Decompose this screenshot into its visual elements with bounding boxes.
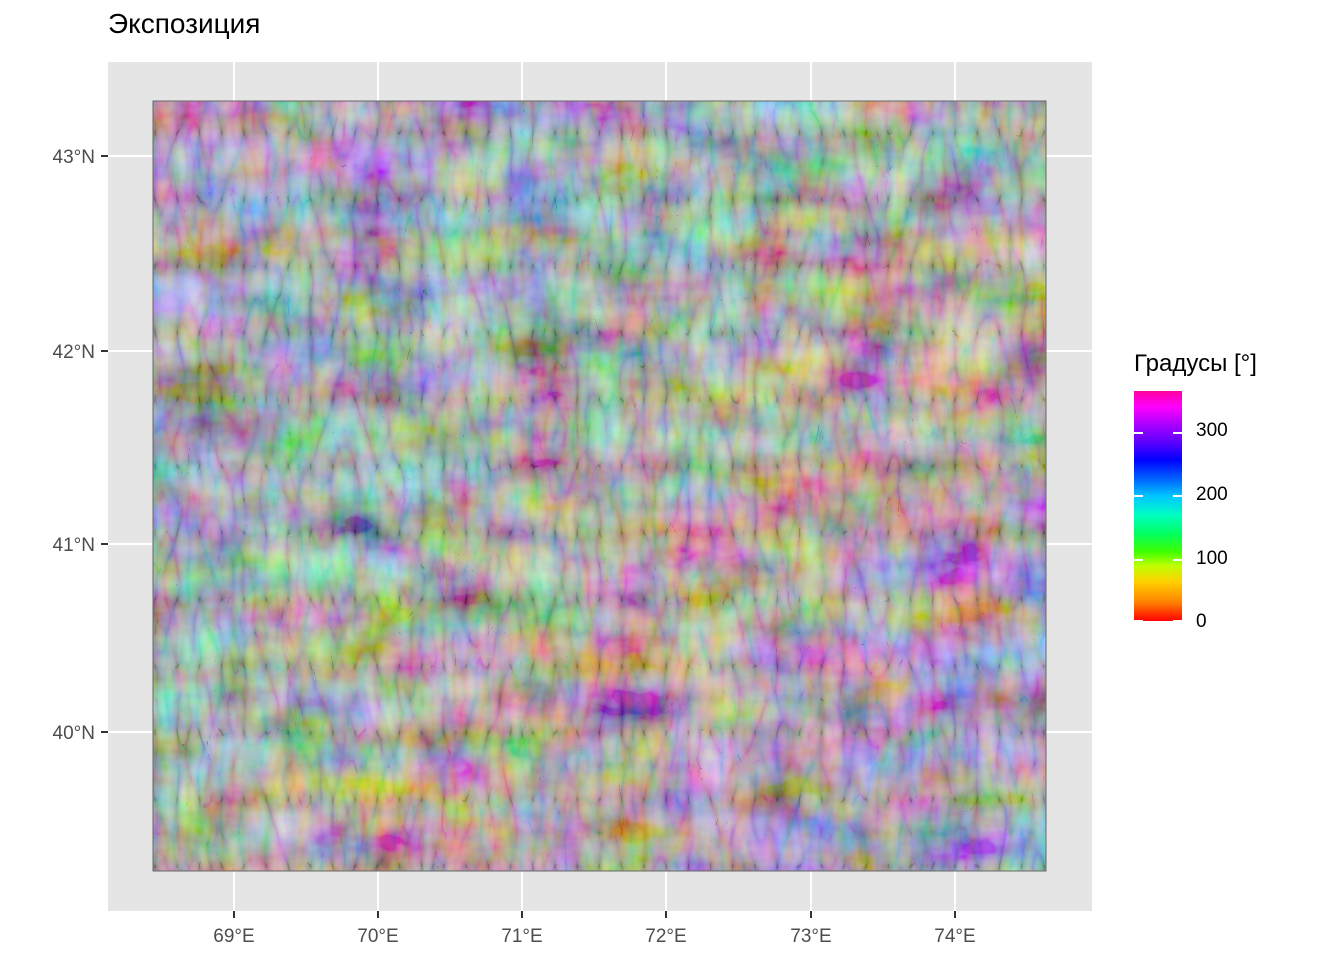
x-tick-label: 71°E [501,926,542,947]
legend-tick-mark [1173,432,1182,434]
legend-tick-mark [1173,559,1182,561]
legend-tick-mark [1134,559,1143,561]
y-tick-label: 42°N [53,342,95,363]
legend-title: Градусы [°] [1134,350,1257,377]
legend-tick-mark [1173,495,1182,497]
x-tick-label: 70°E [357,926,398,947]
y-tick-label: 40°N [53,723,95,744]
legend-tick-mark [1173,620,1182,622]
aspect-raster [152,100,1047,872]
legend-label: 300 [1196,420,1228,441]
legend-tick-mark [1134,495,1143,497]
legend-tick-mark [1134,620,1143,622]
legend-label: 0 [1196,611,1207,632]
y-tick-label: 43°N [53,147,95,168]
y-tick-label: 41°N [53,535,95,556]
legend-colorbar [1134,391,1182,621]
x-tick-label: 73°E [790,926,831,947]
x-axis: 69°E 70°E 71°E 72°E 73°E 74°E [213,911,976,947]
legend-label: 200 [1196,484,1228,505]
legend-tick-mark [1134,432,1143,434]
map-title: Экспозиция [108,8,261,39]
y-axis: 43°N 42°N 41°N 40°N [53,147,108,744]
x-tick-label: 69°E [213,926,254,947]
x-tick-label: 74°E [934,926,975,947]
legend-label: 100 [1196,548,1228,569]
x-tick-label: 72°E [645,926,686,947]
